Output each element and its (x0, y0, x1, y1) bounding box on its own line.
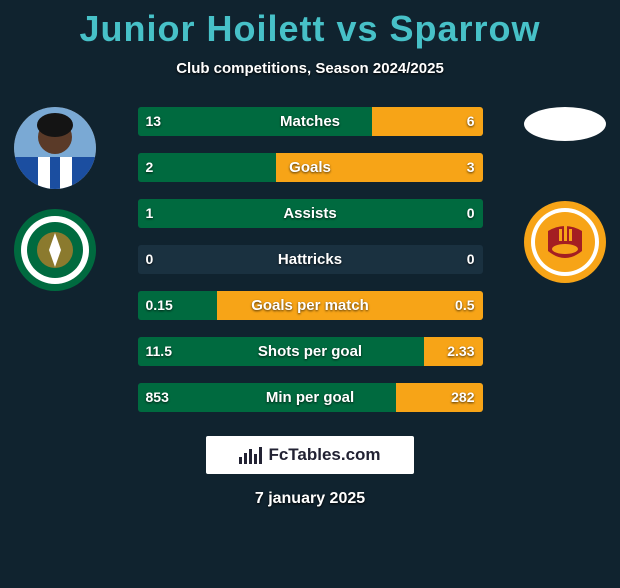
stat-bars: 136Matches 23Goals 10Assists 0 0Hattricks 0.1… (138, 107, 483, 412)
title-right-name: Sparrow (390, 8, 541, 49)
stat-value-right: 0 (467, 245, 475, 274)
right-player-column (510, 107, 620, 283)
stat-bar-right (424, 337, 483, 366)
stat-label: Hattricks (138, 245, 483, 274)
left-player-column (0, 107, 110, 291)
page-title: Junior Hoilett vs Sparrow (0, 8, 620, 50)
stat-bar-left (138, 337, 424, 366)
stat-bar-left (138, 199, 483, 228)
left-club-badge (14, 209, 96, 291)
motherwell-badge-icon (524, 201, 606, 283)
footer-brand-text: FcTables.com (268, 445, 380, 465)
stat-bar-left (138, 153, 276, 182)
subtitle: Club competitions, Season 2024/2025 (0, 60, 620, 77)
comparison-chart: 136Matches 23Goals 10Assists 0 0Hattricks 0.1… (0, 107, 620, 412)
right-player-photo-blank (524, 107, 606, 141)
stat-row: 11.52.33Shots per goal (138, 337, 483, 366)
stat-row: 10Assists (138, 199, 483, 228)
stat-value-left: 0 (146, 245, 154, 274)
title-left-name: Junior Hoilett (79, 8, 325, 49)
date: 7 january 2025 (0, 490, 620, 508)
stat-bar-left (138, 383, 397, 412)
stat-row: 136Matches (138, 107, 483, 136)
stat-row: 0.150.5Goals per match (138, 291, 483, 320)
stat-bar-left (138, 291, 217, 320)
stat-bar-right (372, 107, 482, 136)
player-photo-icon (14, 107, 96, 189)
stat-bar-right (396, 383, 482, 412)
stat-row: 23Goals (138, 153, 483, 182)
stat-row: 0 0Hattricks (138, 245, 483, 274)
hibernian-badge-icon (14, 209, 96, 291)
stat-bar-right (217, 291, 483, 320)
stat-row: 853282Min per goal (138, 383, 483, 412)
right-club-badge (524, 201, 606, 283)
stat-bar-right (276, 153, 483, 182)
bars-icon (239, 447, 262, 464)
stat-bar-left (138, 107, 373, 136)
left-player-photo (14, 107, 96, 189)
title-vs: vs (325, 8, 389, 49)
footer-brand: FcTables.com (206, 436, 414, 474)
